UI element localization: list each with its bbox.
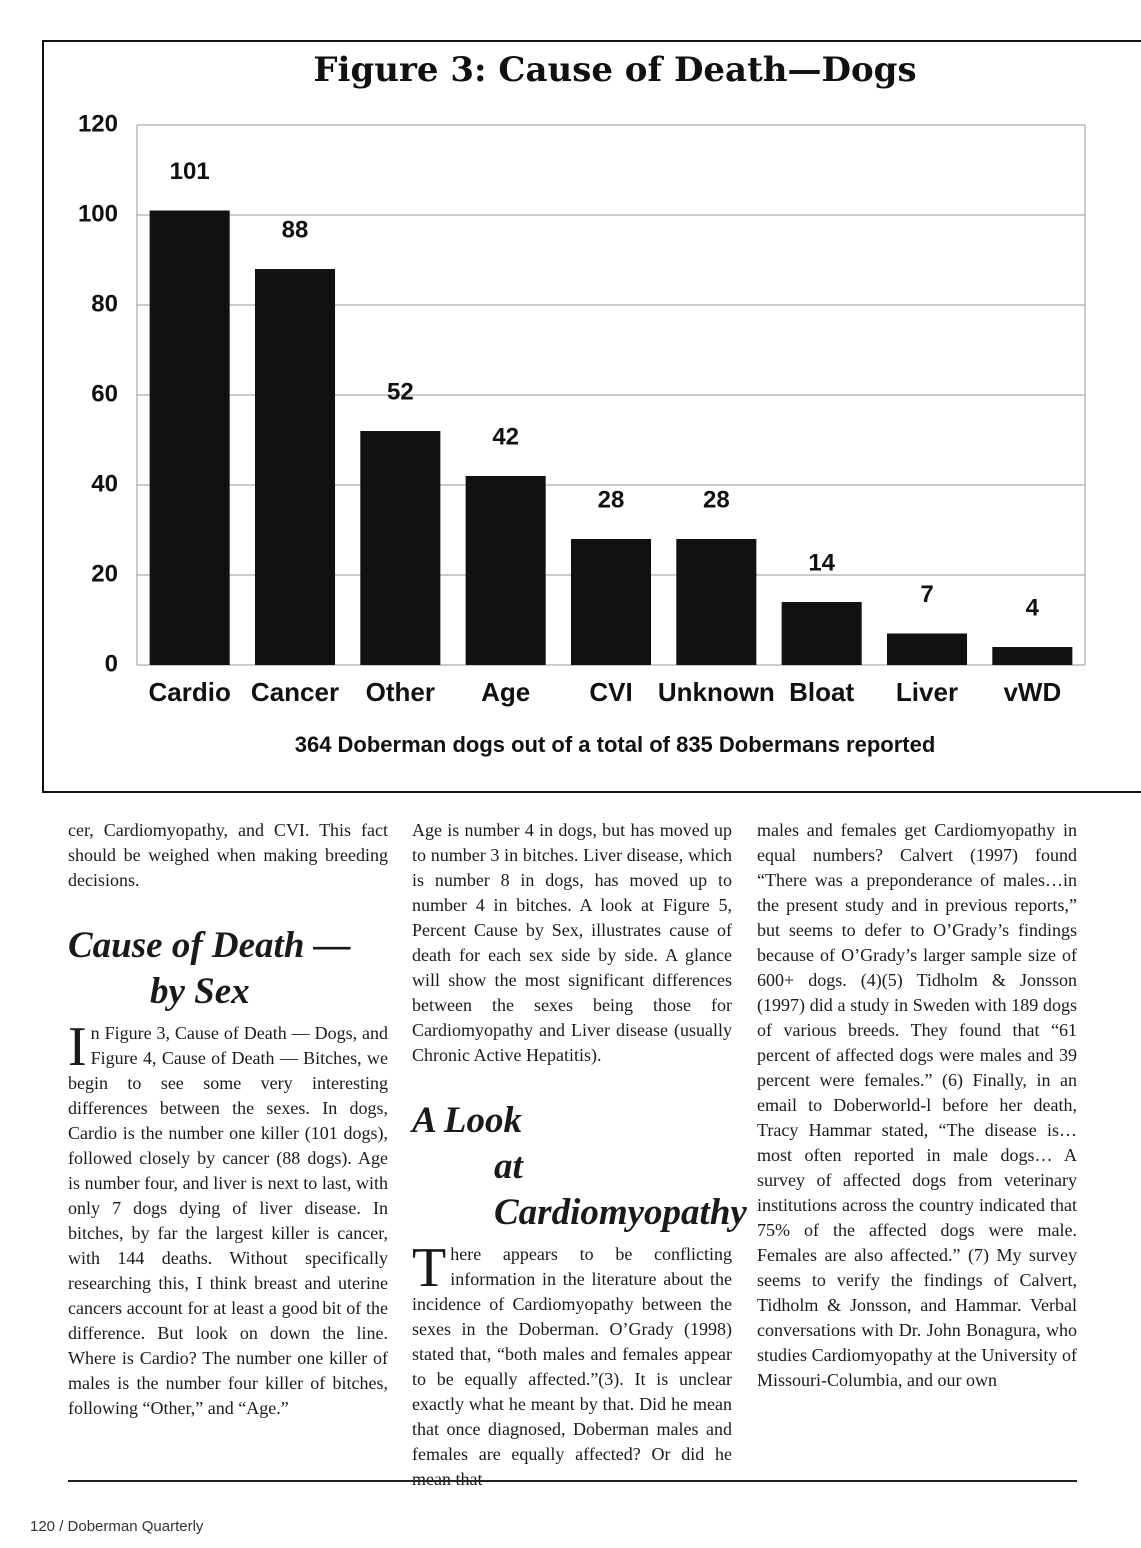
paragraph: In Figure 3, Cause of Death — Dogs, and … [68,1016,388,1418]
value-label: 14 [808,549,835,576]
value-label: 52 [387,378,414,405]
bar [465,476,546,665]
chart: Figure 3: Cause of Death—Dogs 364 Doberm… [42,40,1141,793]
heading-line: A Look [412,1100,522,1141]
paragraph: cer, Cardiomyopathy, and CVI. This fact … [68,820,388,890]
section-heading: A Look at Cardiomyopathy [412,1098,747,1236]
text-column: Age is number 4 in dogs, but has moved u… [412,818,747,1492]
bar [781,602,862,665]
text-column: males and females get Cardiomyopathy in … [757,818,1077,1393]
x-tick-label: Cardio [148,677,230,707]
heading-line: Cause of Death — [68,925,351,966]
footer: 120 / Doberman Quarterly [30,1518,204,1535]
y-tick-label: 60 [91,380,118,407]
chart-frame [42,40,1141,793]
x-tick-label: vWD [1003,677,1061,707]
bar [886,633,968,665]
rule [68,1480,1077,1482]
heading-line: at Cardiomyopathy [494,1146,747,1233]
value-label: 88 [282,216,309,243]
x-tick-label: Age [481,677,530,707]
y-tick-label: 100 [78,200,118,227]
bar [254,269,336,665]
text-column: cer, Cardiomyopathy, and CVI. This fact … [68,818,388,1421]
y-tick-label: 120 [78,110,118,137]
bar [676,539,757,665]
value-label: 4 [1026,594,1040,621]
value-label: 28 [598,486,625,513]
value-label: 7 [920,581,933,608]
value-label: 42 [492,423,519,450]
y-tick-label: 0 [105,650,118,677]
y-tick-label: 80 [91,290,118,317]
paragraph: males and females get Cardiomyopathy in … [757,820,1077,1390]
x-tick-label: Cancer [251,677,339,707]
chart-title: Figure 3: Cause of Death—Dogs [313,50,916,90]
bar [992,647,1073,665]
bar [360,431,441,665]
x-axis-caption: 364 Doberman dogs out of a total of 835 … [295,732,936,757]
x-tick-label: Other [366,677,435,707]
y-tick-label: 20 [91,560,118,587]
x-tick-label: Liver [896,677,958,707]
heading-line: by Sex [150,971,250,1012]
y-tick-label: 40 [91,470,118,497]
value-label: 101 [170,158,210,185]
bar [570,539,652,665]
paragraph: Age is number 4 in dogs, but has moved u… [412,820,732,1065]
x-tick-label: Unknown [658,677,775,707]
value-label: 28 [703,486,730,513]
section-heading: Cause of Death — by Sex [68,923,388,1015]
x-tick-label: Bloat [789,677,854,707]
paragraph: There appears to be conflicting informat… [412,1237,732,1489]
x-tick-label: CVI [589,677,632,707]
bar [149,210,230,665]
